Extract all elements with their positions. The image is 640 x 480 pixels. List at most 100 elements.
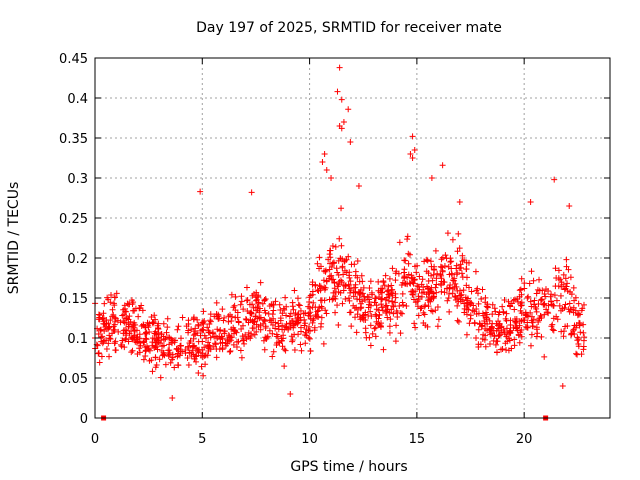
data-point — [542, 293, 549, 300]
data-point — [109, 330, 116, 337]
data-point — [478, 296, 485, 303]
data-point — [137, 342, 144, 349]
data-point — [153, 362, 160, 369]
data-point — [238, 293, 245, 300]
data-point — [204, 324, 211, 331]
data-point — [242, 316, 249, 323]
data-point — [475, 326, 482, 333]
data-point — [207, 311, 214, 318]
data-point — [270, 307, 277, 314]
data-point — [111, 327, 118, 334]
data-point — [484, 304, 491, 311]
data-point — [482, 299, 489, 306]
data-point — [117, 341, 124, 348]
data-point — [463, 331, 470, 338]
data-point — [298, 347, 305, 354]
data-point — [326, 251, 333, 258]
data-point — [330, 289, 337, 296]
data-point — [352, 314, 359, 321]
data-point — [438, 278, 445, 285]
data-point — [338, 242, 345, 249]
data-point — [458, 270, 465, 277]
data-point — [287, 391, 294, 397]
data-point — [401, 269, 408, 276]
data-point — [557, 292, 564, 299]
data-point — [465, 284, 472, 291]
data-point — [350, 302, 357, 309]
data-point — [145, 346, 152, 353]
data-point — [339, 263, 346, 270]
data-point — [381, 282, 388, 289]
data-point — [396, 239, 403, 246]
data-point — [238, 298, 245, 305]
data-point — [273, 331, 280, 338]
data-point — [185, 327, 192, 334]
data-point — [424, 257, 431, 264]
data-point — [166, 334, 173, 341]
data-point — [388, 288, 395, 295]
data-point — [338, 125, 345, 132]
data-point — [331, 293, 338, 300]
x-tick-label: 0 — [91, 432, 99, 447]
data-point — [231, 326, 238, 333]
data-point — [306, 294, 313, 301]
data-point — [310, 299, 317, 306]
data-point — [389, 265, 396, 272]
data-point — [399, 290, 406, 297]
data-point — [261, 307, 268, 314]
data-point — [314, 260, 321, 267]
data-point — [291, 287, 298, 294]
data-point — [211, 340, 218, 347]
data-point — [171, 339, 178, 346]
data-point — [95, 330, 102, 337]
data-point — [99, 315, 106, 322]
data-point — [443, 255, 450, 262]
data-point — [339, 300, 346, 307]
data-point — [226, 348, 233, 355]
data-point — [332, 243, 339, 250]
data-point — [278, 338, 285, 345]
data-point — [475, 341, 482, 348]
data-point — [140, 339, 147, 346]
data-point — [294, 295, 301, 302]
data-point — [355, 183, 362, 189]
data-point — [508, 300, 515, 307]
data-point — [479, 286, 486, 293]
data-point — [480, 312, 487, 319]
data-point — [330, 259, 337, 266]
data-point — [574, 351, 581, 358]
data-point — [167, 359, 174, 366]
data-point — [255, 299, 262, 306]
data-point — [446, 308, 453, 315]
data-point — [226, 333, 233, 340]
data-point — [393, 268, 400, 275]
data-point — [432, 247, 439, 254]
y-tick-label: 0.1 — [67, 332, 88, 347]
data-point — [554, 316, 561, 323]
data-point — [396, 302, 403, 309]
data-point — [288, 333, 295, 340]
data-point — [107, 336, 114, 343]
data-point — [107, 299, 114, 306]
data-point — [99, 340, 106, 347]
data-point — [518, 275, 525, 282]
data-point — [578, 307, 585, 314]
data-point — [373, 318, 380, 325]
data-point — [295, 301, 302, 308]
data-point — [230, 304, 237, 311]
data-point — [113, 290, 120, 297]
data-point — [103, 346, 110, 353]
data-point — [318, 303, 325, 310]
data-point — [369, 330, 376, 337]
data-point — [238, 354, 245, 361]
data-point — [244, 307, 251, 314]
data-point — [129, 301, 136, 308]
data-point — [239, 333, 246, 340]
data-point — [105, 320, 112, 327]
data-point — [211, 313, 218, 320]
data-point — [362, 311, 369, 318]
data-point — [444, 230, 451, 237]
data-point — [109, 313, 116, 320]
data-point — [276, 301, 283, 308]
data-point — [243, 284, 250, 291]
